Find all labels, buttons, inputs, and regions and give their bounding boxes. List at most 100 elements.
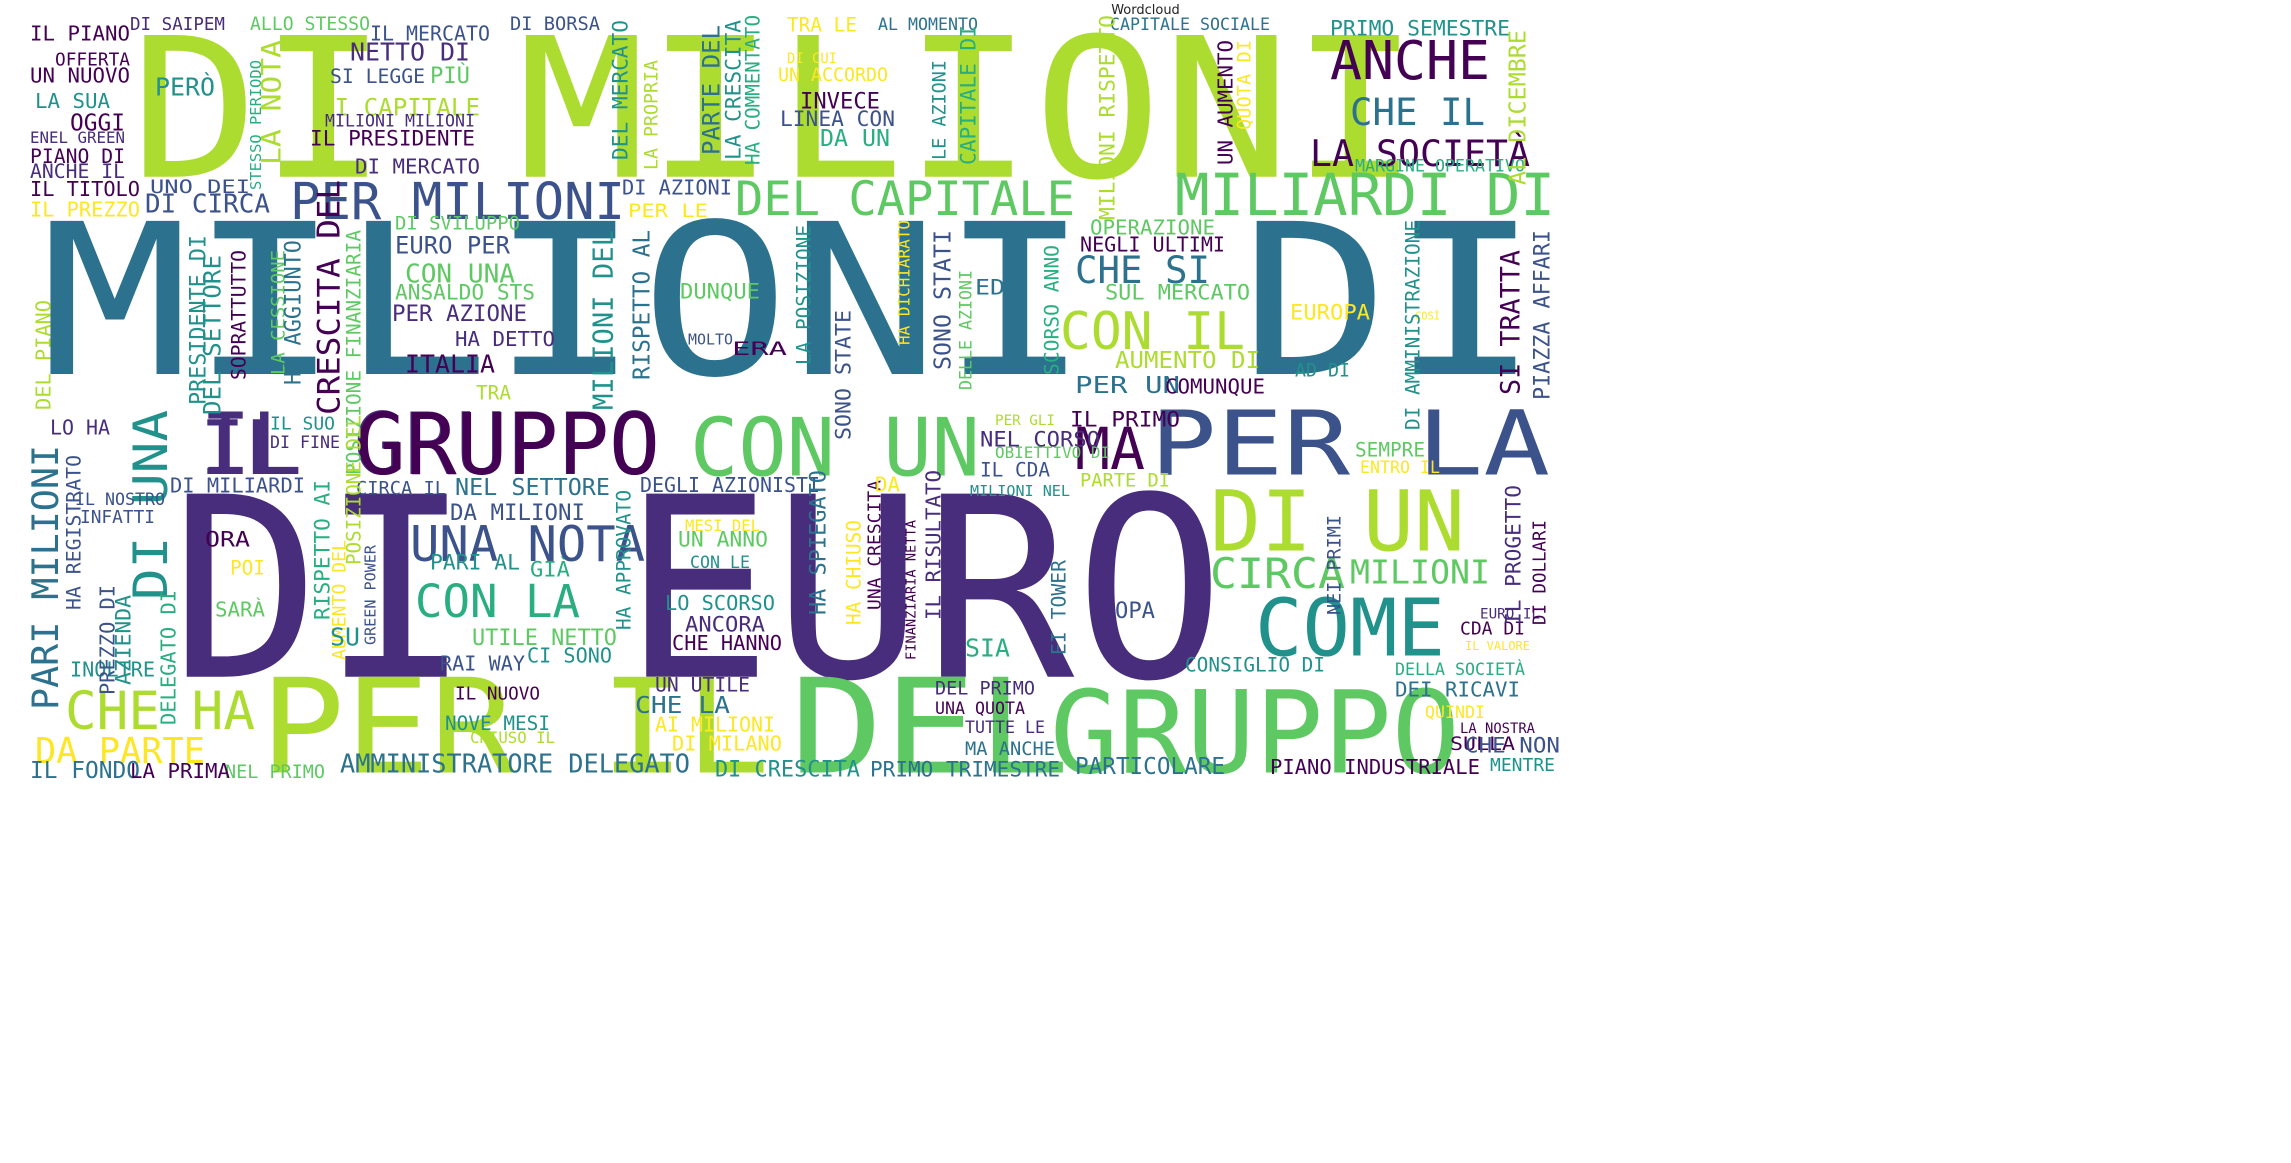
word-anche-il: ANCHE IL [30, 160, 125, 183]
word-aumento-del: AUMENTO DEL [330, 540, 351, 660]
word-il-cda: IL CDA [980, 458, 1050, 481]
word-il-primo: IL PRIMO [1070, 407, 1180, 431]
word-ha-commentato: HA COMMENTATO [742, 15, 765, 165]
word-si-tratta: SI TRATTA [1496, 250, 1527, 395]
word-con-un: CON UN [690, 402, 980, 496]
word-dei-ricavi: DEI RICAVI [1395, 677, 1520, 701]
word-dunque: DUNQUE [680, 279, 760, 303]
word-un-nuovo: UN NUOVO [30, 64, 130, 88]
word-il-nostro: IL NOSTRO [75, 489, 165, 509]
word-un-accordo: UN ACCORDO [778, 65, 888, 86]
word-il-risultato: IL RISULTATO [922, 470, 946, 620]
word-uno-dei: UNO DEI [150, 176, 250, 198]
word-prezzo-di: PREZZO DI [96, 585, 120, 695]
word-il-valore: IL VALORE [1465, 639, 1530, 653]
word-invece: INVECE [800, 89, 880, 115]
word-nel-primo: NEL PRIMO [225, 762, 325, 783]
word-per-azione: PER AZIONE [392, 301, 527, 327]
word-del-piano: DEL PIANO [32, 300, 56, 410]
word-capitale-di: CAPITALE DI [956, 25, 981, 165]
word-margine-operativo: MARGINE OPERATIVO [1355, 155, 1525, 175]
word-primo-trimestre: PRIMO TRIMESTRE [870, 757, 1060, 782]
word-del-capitale: DEL CAPITALE [735, 172, 1075, 227]
word-milioni-nel: MILIONI NEL [970, 482, 1070, 500]
word-sia: SIA [965, 634, 1010, 663]
word-piano-di: PIANO DI [30, 145, 125, 168]
word-stesso-periodo: STESSO PERIODO [247, 60, 265, 190]
word-sono-state: SONO STATE [832, 310, 857, 440]
word-oggi: OGGI [70, 111, 125, 137]
word-chiuso-il: CHIUSO IL [470, 728, 555, 747]
word-con-il: CON IL [1060, 302, 1245, 362]
word-europa: EUROPA [1290, 300, 1370, 324]
word-netto-di: NETTO DI [350, 38, 470, 67]
word-di-un: DI UN [1210, 473, 1465, 571]
word-il-mercato: IL MERCATO [370, 22, 490, 46]
word-rispetto-al: RISPETTO AL [630, 230, 656, 380]
word-di-milioni: DI MILIONI [130, 0, 1420, 223]
word-da-un: DA UN [820, 126, 890, 152]
word-nei-primi: NEI PRIMI [1325, 515, 1346, 615]
word-poi: POI [230, 556, 265, 579]
word-di-miliardi: DI MILIARDI [170, 473, 305, 497]
word-il-gruppo: IL GRUPPO [200, 396, 660, 495]
word-un-anno: UN ANNO [678, 527, 768, 551]
word-la-crescita: LA CRESCITA [721, 20, 746, 160]
page-title: Wordcloud [1111, 3, 1180, 18]
word-ha-dichiarato: HA DICHIARATO [894, 220, 913, 345]
word-utile-netto: UTILE NETTO [472, 626, 617, 651]
word-di-cui: DI CUI [787, 51, 837, 67]
word-gruppo: GRUPPO [355, 395, 660, 494]
word-nel-corso: NEL CORSO [980, 427, 1100, 451]
word-infatti: INFATTI [80, 507, 155, 528]
word-tra-le: TRA LE [787, 13, 857, 36]
word-milioni: MILIONI [1350, 553, 1490, 592]
word-consiglio-di: CONSIGLIO DI [1185, 653, 1325, 676]
word-ed: ED [975, 275, 1005, 299]
word-che-la: CHE LA [635, 693, 730, 719]
word-milioni-milioni: MILIONI MILIONI [325, 110, 475, 130]
word-che-si: CHE SI [1075, 248, 1210, 292]
word-negli-ultimi: NEGLI ULTIMI [1080, 232, 1225, 256]
word-ancora: ANCORA [685, 612, 765, 636]
word-posizione-del: POSIZIONE DEL [343, 415, 366, 565]
word-del: DEL [790, 651, 1070, 804]
word-di-milano: DI MILANO [672, 731, 782, 755]
word-una-quota: UNA QUOTA [935, 698, 1025, 718]
word-ansaldo-sts: ANSALDO STS [395, 280, 535, 304]
word-che-hanno: CHE HANNO [672, 631, 782, 655]
word-sulla: SULLA [1450, 733, 1516, 755]
word-di-fine: DI FINE [270, 432, 340, 452]
word-tra: TRA [476, 381, 511, 404]
word-ad-di: AD DI [1295, 360, 1350, 381]
word-su: SU [330, 623, 360, 652]
word-per-la: PER LA [1150, 393, 1550, 497]
word-da-parte: DA PARTE [35, 731, 205, 772]
word-di-crescita: DI CRESCITA [715, 758, 860, 783]
word-la-propria: LA PROPRIA [642, 60, 663, 170]
word-ora: ORA [205, 527, 250, 551]
word-aumento-di: AUMENTO DI [1115, 348, 1260, 374]
word-che-non: CHE NON [1465, 733, 1560, 757]
word-parte-di: PARTE DI [1080, 470, 1170, 491]
word-si-legge: SI LEGGE [330, 65, 425, 88]
word-al-dicembre: AL DICEMBRE [1504, 30, 1532, 185]
word-rai-way: RAI WAY [440, 651, 525, 675]
word-ha-chiuso: HA CHIUSO [843, 520, 866, 625]
word-il: IL [200, 404, 290, 492]
word-capitale-sociale: CAPITALE SOCIALE [1110, 14, 1270, 34]
word-il-piano: IL PIANO [30, 22, 130, 46]
word-con-la: CON LA [415, 574, 580, 628]
word-allo-stesso: ALLO STESSO [250, 14, 370, 35]
word-come: COME [1255, 582, 1445, 675]
word-di-borsa: DI BORSA [510, 14, 600, 35]
word-però: PERÒ [155, 72, 215, 102]
word-per-un: PER UN [1075, 373, 1180, 399]
word-mentre: MENTRE [1490, 755, 1555, 776]
word-rispetto-ai: RISPETTO AI [310, 480, 335, 620]
word-che-il: CHE IL [1350, 90, 1485, 134]
word-piazza-affari: PIAZZA AFFARI [1531, 230, 1556, 400]
word-per-milioni: PER MILIONI [290, 172, 625, 231]
word-piano-industriale: PIANO INDUSTRIALE [1270, 755, 1480, 779]
